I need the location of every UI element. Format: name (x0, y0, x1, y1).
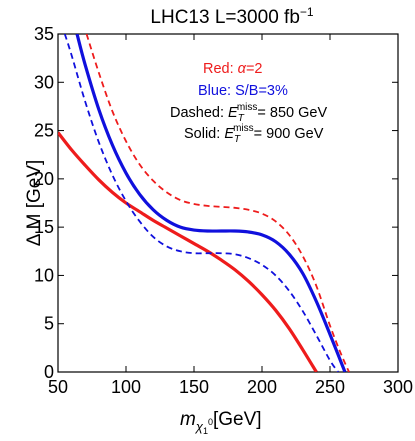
x-tick-label: 150 (179, 377, 209, 397)
x-tick-labels: 50 100 150 200 250 300 (48, 377, 413, 397)
series-line-red-dashed (85, 34, 350, 372)
legend-solid: Solid: ETmiss= 900 GeV (184, 123, 324, 145)
x-tick-label: 300 (383, 377, 413, 397)
y-tick-label: 15 (34, 217, 54, 237)
series-line-blue-dashed (63, 34, 339, 372)
legend-red: Red: α=2 (203, 61, 263, 77)
series-line-red-solid (58, 131, 318, 372)
x-axis-title-sub: χ (195, 419, 204, 434)
y-tick-label: 10 (34, 265, 54, 285)
y-tick-label: 25 (34, 121, 54, 141)
y-tick-label: 5 (44, 314, 54, 334)
axis-ticks (57, 33, 399, 373)
y-tick-label: 20 (34, 169, 54, 189)
y-axis-title: Δ M [GeV] (24, 160, 45, 247)
x-tick-label: 200 (247, 377, 277, 397)
y-tick-label: 35 (34, 24, 54, 44)
legend: Red: α=2 Blue: S/B=3% Dashed: ETmiss= 85… (170, 61, 327, 145)
x-tick-label: 250 (315, 377, 345, 397)
x-tick-label: 50 (48, 377, 68, 397)
legend-dashed: Dashed: ETmiss= 850 GeV (170, 102, 327, 124)
chart-title-sup: −1 (300, 5, 314, 19)
chart-title: LHC13 L=3000 fb−1 (150, 5, 313, 28)
y-tick-labels: 0 5 10 15 20 25 30 35 (34, 24, 54, 382)
x-tick-label: 100 (111, 377, 141, 397)
x-axis-title: mχ10[GeV] (180, 409, 262, 436)
y-tick-label: 30 (34, 72, 54, 92)
legend-blue: Blue: S/B=3% (198, 83, 288, 99)
plot-frame (57, 33, 399, 373)
series-line-blue-solid (75, 34, 347, 372)
y-tick-label: 0 (44, 362, 54, 382)
series-layer (58, 34, 350, 372)
